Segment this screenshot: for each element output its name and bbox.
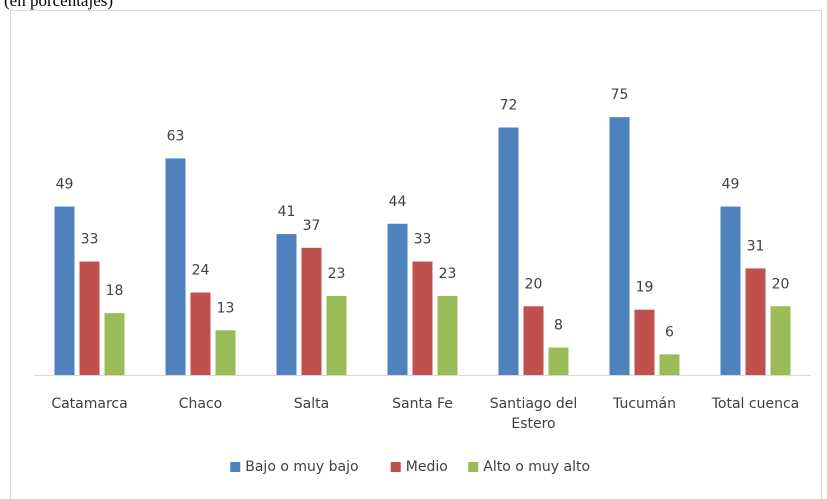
legend-label: Bajo o muy bajo <box>245 459 358 475</box>
bar <box>437 295 458 375</box>
bar <box>104 313 125 375</box>
data-label: 13 <box>217 300 235 316</box>
legend-label: Alto o muy alto <box>483 459 590 475</box>
bar <box>659 354 680 375</box>
data-label: 31 <box>747 238 765 254</box>
data-label: 37 <box>303 218 321 234</box>
data-label: 49 <box>722 177 740 193</box>
bar <box>498 127 519 375</box>
bar <box>54 206 75 375</box>
data-label: 18 <box>106 283 124 299</box>
chart-subtitle: (en porcentajes) <box>4 0 113 10</box>
bar <box>609 117 630 375</box>
data-label: 8 <box>554 318 563 334</box>
data-label: 6 <box>665 324 674 340</box>
bar <box>215 330 236 375</box>
bar <box>301 247 322 375</box>
data-label: 23 <box>439 266 457 282</box>
bar <box>276 234 297 375</box>
data-label: 33 <box>81 232 99 248</box>
data-label: 33 <box>414 232 432 248</box>
bar <box>387 223 408 375</box>
bar <box>165 158 186 375</box>
x-tick-label: Catamarca <box>51 396 128 412</box>
x-tick-label: Santa Fe <box>392 396 453 412</box>
bar <box>770 306 791 375</box>
legend-swatch <box>468 462 479 472</box>
data-label: 49 <box>56 177 74 193</box>
bar <box>720 206 741 375</box>
bar <box>634 309 655 375</box>
data-label: 75 <box>611 87 629 103</box>
x-tick-label: Chaco <box>178 396 223 412</box>
data-label: 63 <box>167 128 185 144</box>
bar <box>412 261 433 375</box>
x-tick-label: Santiago del Estero <box>489 396 578 432</box>
bar <box>548 347 569 375</box>
data-label: 23 <box>328 266 346 282</box>
x-tick-label: Tucumán <box>613 396 676 412</box>
x-tick-label: Salta <box>293 396 330 412</box>
data-label: 24 <box>192 263 210 279</box>
chart-frame <box>10 10 822 499</box>
data-label: 20 <box>772 276 790 292</box>
legend-label: Medio <box>406 459 448 475</box>
x-tick-label: Total cuenca <box>711 396 800 412</box>
legend-swatch <box>230 462 241 472</box>
legend-swatch <box>390 462 401 472</box>
bar <box>326 295 347 375</box>
data-label: 20 <box>525 276 543 292</box>
bar <box>523 306 544 375</box>
bar <box>79 261 100 375</box>
bar <box>745 268 766 375</box>
data-label: 72 <box>500 98 518 114</box>
data-label: 44 <box>389 194 407 210</box>
bar <box>190 292 211 375</box>
data-label: 41 <box>278 204 296 220</box>
data-label: 19 <box>636 280 654 296</box>
